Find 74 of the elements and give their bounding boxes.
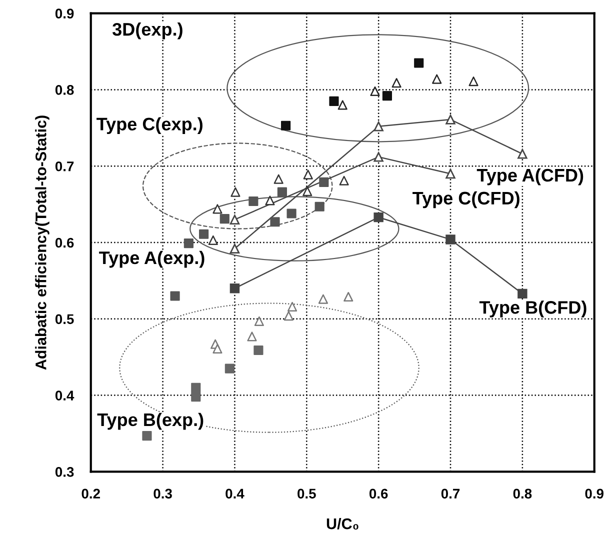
point	[392, 78, 402, 88]
annotation: Type C(exp.)	[96, 117, 202, 134]
point	[230, 283, 240, 294]
annotation: Type C(CFD)	[412, 191, 520, 208]
point	[344, 292, 354, 302]
y-axis-title: Adiabatic efficiency(Total-to-Static)	[35, 116, 50, 370]
point	[248, 196, 258, 206]
point	[281, 120, 291, 130]
point	[302, 186, 312, 196]
point	[374, 152, 384, 162]
y-tick-label: 0.5	[55, 314, 74, 324]
point	[374, 122, 384, 132]
x-tick-label: 0.7	[441, 488, 460, 499]
point	[265, 196, 275, 206]
point	[254, 316, 264, 326]
point	[339, 176, 349, 186]
point	[446, 234, 456, 244]
point	[318, 294, 328, 304]
point	[468, 76, 478, 86]
y-tick-label: 0.6	[55, 238, 74, 248]
x-tick-label: 0.5	[298, 488, 316, 499]
point	[230, 214, 240, 224]
x-tick-label: 0.4	[226, 488, 244, 499]
point	[319, 177, 329, 187]
y-tick-label: 0.3	[55, 467, 74, 477]
point	[314, 202, 324, 212]
point	[208, 235, 218, 246]
point	[518, 288, 528, 299]
point	[270, 217, 280, 227]
y-tick-label: 0.8	[55, 85, 74, 95]
point	[247, 332, 257, 342]
x-tick-label: 0.2	[82, 488, 100, 499]
annotation: Type B(exp.)	[97, 412, 204, 430]
point	[274, 174, 284, 184]
y-tick-label: 0.7	[55, 161, 74, 172]
point	[329, 96, 339, 106]
annotation: 3D(exp.)	[112, 22, 182, 40]
point	[286, 208, 296, 218]
point	[287, 302, 298, 312]
point	[230, 187, 240, 197]
point	[199, 229, 209, 239]
point	[432, 74, 442, 84]
point	[254, 345, 264, 356]
point	[374, 212, 384, 222]
point	[338, 100, 348, 110]
point	[414, 58, 424, 68]
point	[212, 204, 222, 214]
annotation: Type A(CFD)	[476, 168, 584, 186]
point	[170, 291, 180, 301]
point	[142, 431, 152, 441]
point	[518, 149, 528, 159]
point	[191, 392, 201, 402]
y-tick-label: 0.4	[55, 390, 74, 400]
point	[224, 364, 234, 374]
point	[446, 168, 456, 179]
x-tick-label: 0.8	[513, 488, 532, 499]
annotation: Type A(exp.)	[99, 250, 204, 268]
x-tick-label: 0.9	[585, 488, 604, 499]
point	[382, 91, 392, 101]
point	[184, 238, 194, 248]
point	[230, 244, 240, 254]
point	[446, 114, 456, 124]
point	[277, 187, 287, 197]
point	[303, 170, 313, 180]
point	[370, 86, 380, 96]
point	[212, 344, 222, 354]
y-tick-label: 0.9	[55, 8, 74, 18]
x-axis-title: U/C₀	[326, 518, 358, 530]
point	[191, 382, 201, 392]
x-tick-label: 0.6	[369, 488, 388, 499]
x-tick-label: 0.3	[154, 488, 172, 499]
annotation: Type B(CFD)	[479, 300, 586, 318]
point	[220, 214, 230, 224]
point	[284, 311, 294, 321]
